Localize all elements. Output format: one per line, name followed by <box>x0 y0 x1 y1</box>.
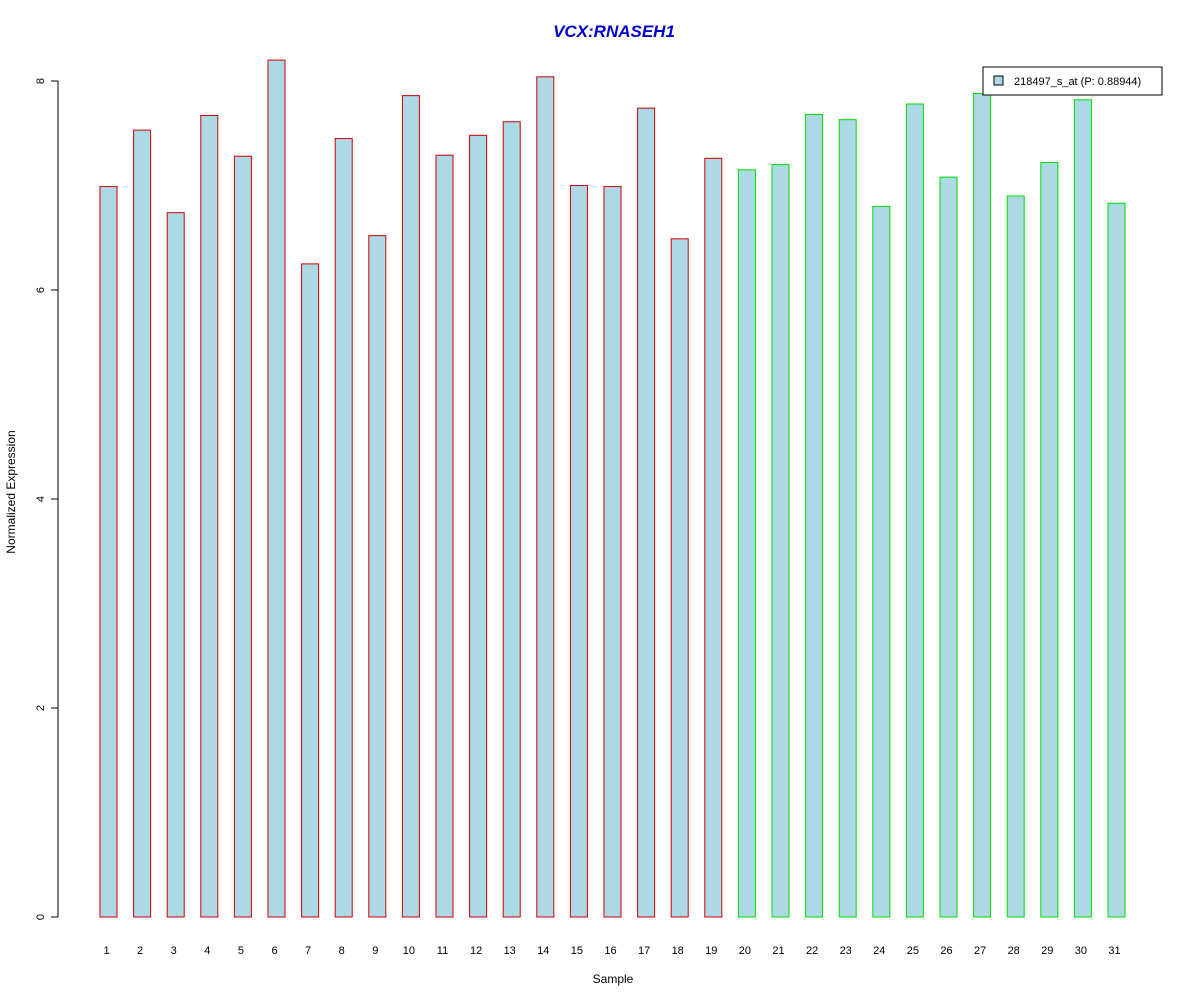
bar <box>1040 162 1059 918</box>
bar <box>99 186 118 918</box>
x-tick-label: 3 <box>171 945 177 957</box>
x-tick-label: 8 <box>339 945 345 957</box>
bar <box>502 121 521 918</box>
y-axis: 0 2 4 6 8 <box>35 78 59 920</box>
x-axis-label: Sample <box>593 972 634 986</box>
bar <box>469 134 488 918</box>
y-tick-label: 8 <box>35 78 47 84</box>
bar <box>872 205 891 918</box>
bars <box>99 59 1126 918</box>
x-tick-label: 18 <box>672 945 684 957</box>
y-tick-label: 2 <box>35 705 47 711</box>
x-tick-label: 28 <box>1008 945 1020 957</box>
bar <box>368 235 387 918</box>
y-tick-label: 0 <box>35 914 47 920</box>
x-tick-label: 5 <box>238 945 244 957</box>
x-tick-label: 30 <box>1075 945 1087 957</box>
x-tick-label: 14 <box>537 945 549 957</box>
bar <box>771 164 790 918</box>
bar <box>166 212 185 918</box>
x-tick-label: 13 <box>504 945 516 957</box>
x-tick-label: 24 <box>873 945 885 957</box>
legend-label: 218497_s_at (P: 0.88944) <box>1014 76 1141 88</box>
bar <box>973 93 992 918</box>
bar <box>905 103 924 918</box>
bar <box>301 263 320 918</box>
x-tick-label: 10 <box>403 945 415 957</box>
y-tick-label: 4 <box>35 496 47 502</box>
y-axis-label: Normalized Expression <box>4 430 18 553</box>
bar <box>603 186 622 918</box>
x-tick-label: 19 <box>705 945 717 957</box>
bar <box>637 107 656 918</box>
bar <box>334 137 353 918</box>
legend: 218497_s_at (P: 0.88944) <box>982 66 1163 96</box>
bar <box>939 176 958 918</box>
x-tick-label: 31 <box>1108 945 1120 957</box>
x-tick-label: 16 <box>604 945 616 957</box>
x-tick-label: 26 <box>940 945 952 957</box>
x-tick-label: 6 <box>271 945 277 957</box>
bar <box>401 95 420 918</box>
bar <box>133 129 152 918</box>
bar <box>1073 99 1092 918</box>
chart-title: VCX:RNASEH1 <box>553 22 675 41</box>
x-tick-label: 22 <box>806 945 818 957</box>
x-tick-label: 2 <box>137 945 143 957</box>
x-tick-label: 11 <box>437 945 448 957</box>
x-tick-label: 15 <box>571 945 583 957</box>
x-tick-label: 4 <box>204 945 210 957</box>
x-tick-labels: 1 2 3 4 5 6 7 8 9 10 11 12 13 14 15 16 17 18 19 20 21 22 23 24 2… <box>103 945 1120 957</box>
bar <box>704 157 723 918</box>
legend-box <box>982 66 1163 96</box>
bar <box>737 169 756 918</box>
y-tick-label: 6 <box>35 287 47 293</box>
x-tick-label: 25 <box>907 945 919 957</box>
x-tick-label: 7 <box>305 945 311 957</box>
bar <box>838 119 857 918</box>
x-tick-label: 20 <box>739 945 751 957</box>
x-tick-label: 21 <box>772 945 784 957</box>
x-tick-label: 27 <box>974 945 986 957</box>
bar <box>670 238 689 918</box>
bar <box>536 76 555 918</box>
x-tick-label: 17 <box>638 945 650 957</box>
x-tick-label: 9 <box>372 945 378 957</box>
x-tick-label: 12 <box>470 945 482 957</box>
x-tick-label: 1 <box>103 945 109 957</box>
legend-swatch <box>993 75 1004 86</box>
bar <box>233 155 252 918</box>
bar <box>435 154 454 918</box>
bar <box>1006 195 1025 918</box>
bar <box>569 185 588 918</box>
bar <box>1107 202 1126 918</box>
x-tick-label: 29 <box>1041 945 1053 957</box>
bar <box>200 114 219 918</box>
bar <box>267 59 286 918</box>
x-tick-label: 23 <box>840 945 852 957</box>
bar <box>805 113 824 918</box>
